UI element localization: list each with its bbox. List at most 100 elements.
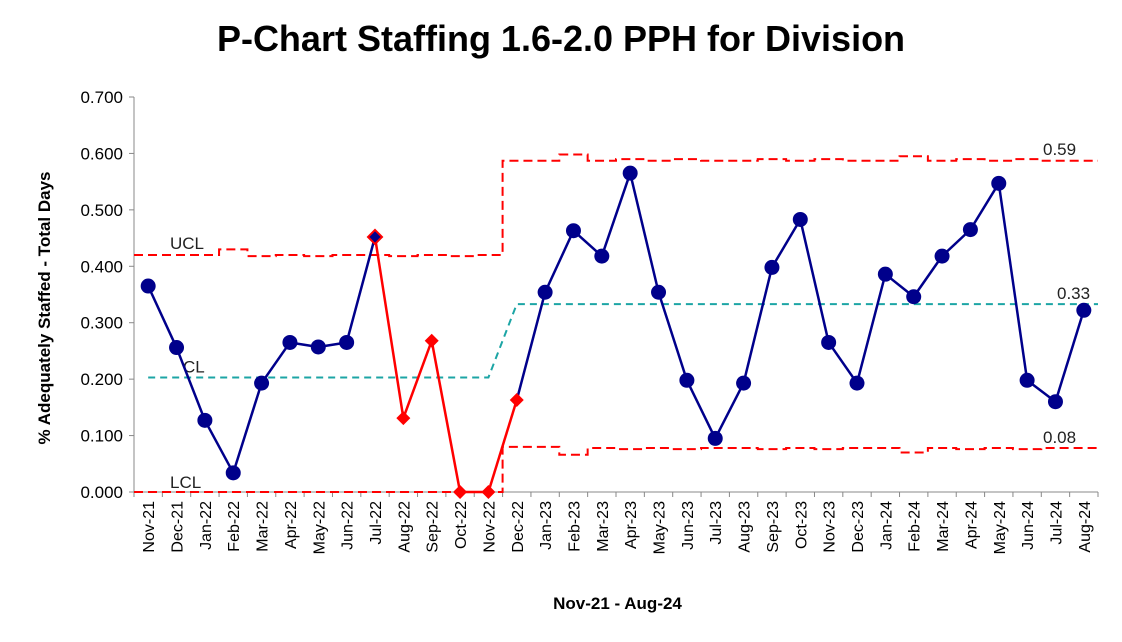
data-segment <box>345 236 377 343</box>
data-point <box>622 165 638 181</box>
data-segment <box>487 399 518 493</box>
data-point <box>849 375 865 391</box>
data-point <box>991 175 1007 191</box>
data-segment <box>203 419 235 474</box>
data-point <box>339 334 355 350</box>
data-segment <box>770 218 802 269</box>
x-tick-label: Nov-23 <box>822 501 839 553</box>
x-tick-label: Jul-24 <box>1048 501 1065 545</box>
data-point <box>565 223 581 239</box>
y-tick-label: 0.000 <box>80 483 123 502</box>
x-tick-label: Mar-23 <box>595 501 612 552</box>
data-point-signal <box>481 485 496 499</box>
x-tick-label: Jan-23 <box>538 501 555 550</box>
x-tick-label: Dec-23 <box>850 501 867 553</box>
data-point-signal <box>453 485 468 499</box>
data-segment <box>515 291 547 401</box>
lcl-value-label: 0.08 <box>1043 428 1076 447</box>
y-tick-label: 0.200 <box>80 370 123 389</box>
data-point <box>1019 372 1035 388</box>
data-segment <box>997 183 1029 381</box>
x-tick-label: Feb-22 <box>226 501 243 552</box>
data-segment <box>1054 309 1086 403</box>
x-tick-label: Mar-22 <box>255 501 272 552</box>
data-point <box>679 372 695 388</box>
data-point <box>254 375 270 391</box>
data-point <box>1076 302 1092 318</box>
data-point-signal <box>366 228 384 246</box>
x-tick-label: Jul-23 <box>708 501 725 545</box>
data-point-signal <box>509 393 524 408</box>
data-point <box>736 375 752 391</box>
data-point-signal <box>396 411 411 426</box>
data-point <box>197 412 213 428</box>
data-segment <box>969 182 1000 231</box>
ucl-value-label: 0.59 <box>1043 140 1076 159</box>
x-tick-label: Jan-24 <box>878 501 895 550</box>
x-tick-label: Jan-22 <box>198 501 215 550</box>
data-segment <box>685 379 717 439</box>
y-tick-label: 0.700 <box>80 88 123 107</box>
data-point <box>140 278 156 294</box>
data-segment <box>402 340 433 419</box>
x-tick-label: Aug-23 <box>737 501 754 553</box>
x-tick-label: Jul-22 <box>368 501 385 545</box>
x-tick-label: Apr-24 <box>963 501 980 549</box>
lcl-line <box>134 445 1098 493</box>
data-point <box>282 334 298 350</box>
data-point <box>906 289 922 305</box>
y-tick-label: 0.100 <box>80 427 123 446</box>
data-segment <box>799 219 830 343</box>
data-segment <box>742 267 774 384</box>
data-point <box>537 284 553 300</box>
x-tick-label: Apr-22 <box>283 501 300 549</box>
x-tick-label: Dec-22 <box>510 501 527 553</box>
y-tick-label: 0.500 <box>80 201 123 220</box>
data-segment <box>543 230 575 293</box>
data-point <box>594 248 610 264</box>
data-point <box>877 266 893 282</box>
ucl-line <box>134 153 1098 258</box>
data-segment <box>175 347 207 421</box>
data-segment <box>714 382 745 439</box>
x-tick-label: May-24 <box>992 501 1009 554</box>
data-segment <box>855 273 887 384</box>
data-point <box>707 430 723 446</box>
data-segment <box>600 172 632 257</box>
x-tick-label: Sep-22 <box>425 501 442 553</box>
cl-line <box>148 303 1098 379</box>
x-tick-label: Jun-22 <box>340 501 357 550</box>
x-tick-label: May-23 <box>652 501 669 554</box>
data-point <box>1047 394 1063 410</box>
data-point-signal <box>424 333 439 348</box>
data-point <box>651 284 667 300</box>
data-segment <box>373 236 405 419</box>
data-segment <box>628 172 660 293</box>
data-segment <box>827 341 859 384</box>
chart-title: P-Chart Staffing 1.6-2.0 PPH for Divisio… <box>216 18 906 59</box>
x-axis-label: Nov-21 - Aug-24 <box>553 594 682 613</box>
lcl-label: LCL <box>170 473 201 492</box>
x-tick-label: Mar-24 <box>935 501 952 552</box>
y-tick-label: 0.600 <box>80 144 123 163</box>
x-tick-label: Jun-24 <box>1020 501 1037 550</box>
x-tick-label: May-22 <box>311 501 328 554</box>
ucl-label: UCL <box>170 234 204 253</box>
x-tick-label: Nov-22 <box>481 501 498 553</box>
x-tick-label: Nov-21 <box>141 501 158 553</box>
y-tick-label: 0.300 <box>80 314 123 333</box>
x-tick-label: Sep-23 <box>765 501 782 553</box>
x-tick-label: Apr-23 <box>623 501 640 549</box>
data-point <box>792 211 808 227</box>
data-point <box>310 339 326 355</box>
cl-label: CL <box>183 357 205 376</box>
data-point <box>962 222 978 238</box>
x-tick-label: Aug-24 <box>1077 501 1094 553</box>
x-tick-label: Jun-23 <box>680 501 697 550</box>
data-point <box>169 340 185 356</box>
data-segment <box>912 255 944 298</box>
data-point <box>934 248 950 264</box>
cl-value-label: 0.33 <box>1057 284 1090 303</box>
